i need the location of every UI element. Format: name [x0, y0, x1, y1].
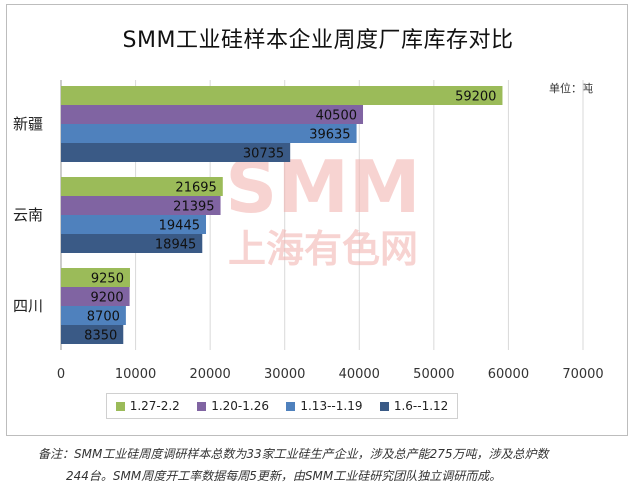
x-tick-labels: 0 10000 20000 30000 40000 50000 60000 70000 — [57, 367, 604, 382]
legend-swatch — [197, 401, 207, 411]
bar-value-label: 19445 — [159, 219, 200, 234]
legend-item: 1.27-2.2 — [115, 399, 180, 413]
bar-value-label: 18945 — [155, 238, 196, 253]
x-tick-label: 50000 — [413, 367, 454, 382]
bars — [61, 86, 503, 344]
x-tick-label: 60000 — [488, 367, 529, 382]
legend-swatch — [115, 401, 125, 411]
legend-swatch — [379, 401, 389, 411]
bar-value-label: 30735 — [243, 147, 284, 162]
bar — [61, 325, 124, 344]
bar — [61, 196, 221, 215]
bar — [61, 268, 130, 287]
bar — [61, 215, 207, 234]
unit-label: 单位：吨 — [549, 82, 593, 95]
footnote: 备注：SMM工业硅周度调研样本总数为33家工业硅生产企业，涉及总产能275万吨，… — [38, 443, 608, 487]
legend-swatch — [286, 401, 296, 411]
legend-label: 1.27-2.2 — [129, 399, 180, 413]
legend-item: 1.20-1.26 — [197, 399, 269, 413]
x-tick-label: 0 — [57, 367, 65, 382]
legend-label: 1.20-1.26 — [211, 399, 269, 413]
legend-item: 1.6--1.12 — [379, 399, 449, 413]
bar-value-label: 21695 — [175, 181, 216, 196]
category-label: 云南 — [13, 206, 43, 224]
bar — [61, 86, 503, 105]
legend-label: 1.6--1.12 — [393, 399, 449, 413]
x-tick-label: 20000 — [189, 367, 230, 382]
x-tick-label: 30000 — [264, 367, 305, 382]
legend: 1.27-2.2 1.20-1.26 1.13--1.19 1.6--1.12 — [106, 393, 458, 419]
bar-value-label: 9250 — [91, 272, 124, 287]
bar-value-label: 9200 — [91, 291, 124, 306]
category-label: 新疆 — [13, 115, 43, 133]
footnote-line-1: 备注：SMM工业硅周度调研样本总数为33家工业硅生产企业，涉及总产能275万吨，… — [38, 447, 549, 461]
x-tick-label: 40000 — [339, 367, 380, 382]
watermark-subtext: 上海有色网 — [228, 227, 418, 271]
bar — [61, 124, 357, 143]
bar — [61, 287, 130, 306]
bar — [61, 306, 126, 325]
category-label: 四川 — [13, 297, 43, 315]
legend-item: 1.13--1.19 — [286, 399, 362, 413]
x-tick-label: 70000 — [562, 367, 603, 382]
bar — [61, 143, 291, 162]
footnote-line-2: 244台。SMM周度开工率数据每周5更新，由SMM工业硅研究团队独立调研而成。 — [66, 469, 502, 483]
bar — [61, 234, 203, 253]
chart-title: SMM工业硅样本企业周度厂库库存对比 — [122, 28, 514, 53]
bar-value-label: 8350 — [84, 329, 117, 344]
bar — [61, 105, 364, 124]
bar-labels: 59200 40500 39635 30735 21695 21395 19445 18945… — [84, 90, 496, 344]
bar-value-label: 40500 — [316, 109, 357, 124]
bar-value-label: 21395 — [173, 200, 214, 215]
x-tick-label: 10000 — [115, 367, 156, 382]
bar-value-label: 39635 — [309, 128, 350, 143]
bar — [61, 177, 223, 196]
bar-value-label: 59200 — [455, 90, 496, 105]
bar-value-label: 8700 — [87, 310, 120, 325]
legend-label: 1.13--1.19 — [300, 399, 363, 413]
